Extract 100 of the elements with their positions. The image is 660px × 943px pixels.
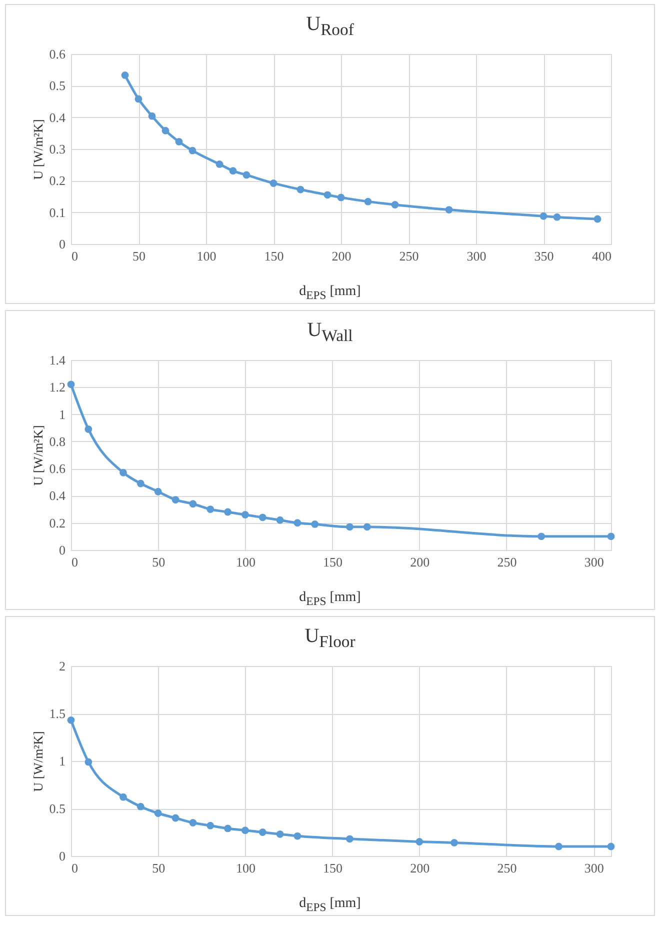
point: [162, 126, 170, 134]
y-tick-label: 1.4: [49, 352, 66, 368]
y-axis-title: U [W/m²K]: [30, 425, 46, 486]
y-axis-title: U [W/m²K]: [30, 119, 46, 180]
point: [172, 814, 180, 822]
point: [324, 191, 332, 199]
y-tick-label: 0.4: [49, 110, 66, 125]
chart-title: U$_{Roof}$: [305, 13, 355, 41]
x-tick-label: 0: [72, 248, 78, 264]
x-tick-label: 150: [264, 248, 284, 264]
x-tick-label: 200: [410, 554, 430, 570]
point: [346, 523, 354, 531]
point: [242, 171, 250, 179]
point: [296, 186, 304, 194]
point: [148, 112, 156, 120]
y-tick-label: 0.5: [49, 801, 66, 816]
point: [229, 167, 237, 175]
point: [120, 793, 127, 801]
y-tick-label: 0.3: [49, 142, 66, 156]
point: [120, 468, 127, 476]
x-tick-label: 150: [323, 554, 343, 570]
point: [67, 716, 75, 724]
x-tick-label: 150: [323, 860, 343, 876]
x-tick-label: 0: [72, 554, 78, 570]
x-axis-title: d$_{EPS}$ [mm]: [298, 896, 362, 914]
y-tick-label: 1: [59, 406, 66, 422]
point: [258, 828, 266, 836]
x-tick-label: 250: [497, 554, 517, 570]
point: [607, 532, 615, 540]
point: [270, 180, 278, 187]
point: [189, 819, 197, 826]
point: [241, 826, 249, 834]
point: [364, 198, 372, 206]
point: [154, 488, 162, 496]
x-tick-label: 250: [399, 248, 419, 264]
point: [189, 500, 197, 508]
y-tick-label: 0.6: [49, 46, 66, 62]
point: [258, 514, 266, 522]
y-tick-label: 0.5: [49, 78, 66, 94]
x-tick-label: 100: [236, 554, 256, 570]
chart-title: U$_{Wall}$: [306, 319, 354, 347]
x-tick-label: 50: [152, 554, 166, 570]
point: [346, 835, 354, 843]
point: [450, 839, 458, 846]
y-tick-label: 0.2: [49, 515, 66, 530]
point: [172, 496, 180, 504]
point: [363, 523, 371, 531]
point: [294, 519, 302, 527]
x-axis-title: d$_{EPS}$ [mm]: [298, 590, 362, 608]
point: [206, 506, 214, 513]
point: [311, 520, 319, 528]
x-tick-label: 50: [132, 248, 146, 264]
y-tick-label: 0.1: [49, 204, 66, 220]
point: [555, 842, 562, 850]
chart-title: U$_{Floor}$: [304, 625, 356, 653]
point: [136, 480, 144, 488]
point: [224, 508, 232, 516]
point: [67, 380, 75, 388]
point: [538, 532, 546, 540]
x-tick-label: 100: [196, 248, 216, 264]
point: [224, 824, 232, 832]
point: [136, 802, 144, 810]
y-tick-label: 1.5: [49, 706, 66, 721]
y-tick-label: 2: [59, 658, 66, 674]
point: [216, 160, 224, 168]
y-axis-title: U [W/m²K]: [30, 731, 46, 792]
point: [337, 194, 345, 202]
y-tick-label: 0: [59, 542, 66, 558]
y-tick-label: 0.8: [49, 434, 66, 449]
point: [188, 146, 196, 154]
x-tick-label: 300: [466, 248, 486, 264]
point: [294, 832, 302, 840]
x-tick-label: 250: [497, 860, 517, 876]
y-tick-label: 0.6: [49, 461, 66, 476]
x-axis-title: d$_{EPS}$ [mm]: [298, 284, 362, 302]
x-tick-label: 200: [410, 860, 430, 876]
point: [84, 426, 92, 433]
point: [607, 842, 615, 850]
point: [206, 822, 214, 830]
point: [241, 511, 249, 518]
x-tick-label: 300: [584, 554, 604, 570]
point: [276, 516, 284, 524]
x-tick-label: 0: [72, 860, 78, 876]
y-tick-label: 0: [59, 236, 66, 252]
point: [594, 215, 602, 223]
point: [276, 830, 284, 838]
point: [121, 72, 129, 79]
x-tick-label: 50: [152, 860, 166, 876]
point: [391, 201, 399, 208]
x-tick-label: 350: [534, 248, 554, 264]
x-tick-label: 400: [592, 248, 612, 264]
point: [134, 95, 142, 103]
x-tick-label: 300: [584, 860, 604, 876]
y-tick-label: 0: [59, 848, 66, 864]
point: [175, 138, 183, 146]
y-tick-label: 1.2: [49, 380, 66, 395]
x-tick-label: 200: [332, 248, 352, 264]
x-tick-label: 100: [236, 860, 256, 876]
y-tick-label: 0.2: [49, 173, 66, 188]
point: [84, 758, 92, 766]
